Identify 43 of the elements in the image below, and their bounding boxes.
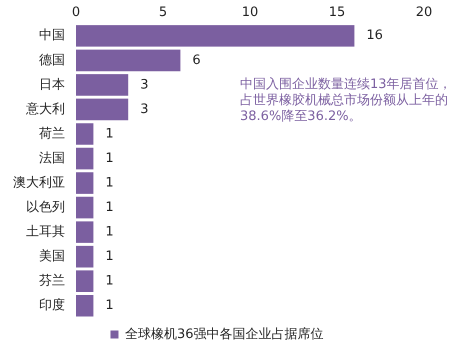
x-tick-label: 20 <box>416 5 432 20</box>
data-label: 1 <box>105 200 114 215</box>
x-tick-label: 5 <box>158 5 168 20</box>
data-label: 3 <box>140 102 148 117</box>
bar <box>76 172 94 194</box>
data-label: 1 <box>105 224 114 240</box>
bar <box>76 25 354 47</box>
bar <box>76 270 94 292</box>
y-tick-label: 荷兰 <box>39 126 65 142</box>
annotation: 中国入围企业数量连续13年居首位，占世界橡胶机械总市场份额从上年的38.6%降至36.2%。 <box>240 76 452 124</box>
bar <box>76 246 94 268</box>
data-label: 1 <box>105 150 114 166</box>
data-label: 16 <box>366 28 383 44</box>
data-label: 3 <box>140 77 148 92</box>
y-tick-label: 印度 <box>39 297 65 314</box>
x-tick-label: 0 <box>72 5 80 20</box>
y-tick-label: 中国 <box>39 28 65 44</box>
data-label: 1 <box>105 249 114 264</box>
x-tick-label: 15 <box>328 5 346 20</box>
bar <box>76 74 128 96</box>
y-tick-label: 美国 <box>39 248 65 264</box>
y-tick-label: 法国 <box>39 150 65 166</box>
data-label: 1 <box>105 274 114 289</box>
legend-label: 全球橡机36强中各国企业占据席位 <box>124 326 324 342</box>
y-tick-label: 日本 <box>39 77 65 92</box>
y-tick-label: 意大利 <box>25 102 65 117</box>
bar <box>76 123 94 145</box>
data-label: 1 <box>105 126 114 142</box>
y-tick-label: 土耳其 <box>26 224 65 240</box>
data-label: 1 <box>105 175 114 190</box>
bar <box>76 148 94 170</box>
bar <box>76 196 94 218</box>
data-label: 6 <box>192 52 201 68</box>
bar <box>76 294 94 317</box>
y-tick-label: 德国 <box>39 52 65 68</box>
y-tick-label: 澳大利亚 <box>13 175 65 190</box>
data-label: 1 <box>105 298 114 314</box>
y-tick-label: 以色列 <box>26 200 65 215</box>
bar <box>76 98 128 120</box>
bar <box>76 221 94 243</box>
y-tick-label: 芬兰 <box>39 274 65 289</box>
bar <box>76 50 180 72</box>
x-tick-label: 10 <box>242 5 258 20</box>
